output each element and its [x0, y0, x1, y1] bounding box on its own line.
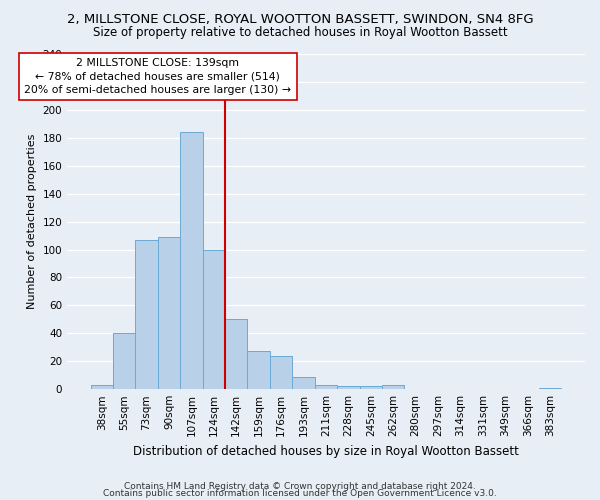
Bar [359, 386, 382, 389]
Y-axis label: Number of detached properties: Number of detached properties [27, 134, 37, 310]
Bar [315, 385, 337, 389]
Text: 2 MILLSTONE CLOSE: 139sqm
← 78% of detached houses are smaller (514)
20% of semi: 2 MILLSTONE CLOSE: 139sqm ← 78% of detac… [24, 58, 291, 94]
Bar [113, 334, 136, 389]
Bar [203, 250, 225, 389]
Bar [91, 385, 113, 389]
Bar [158, 237, 180, 389]
Bar [270, 356, 292, 389]
Text: 2, MILLSTONE CLOSE, ROYAL WOOTTON BASSETT, SWINDON, SN4 8FG: 2, MILLSTONE CLOSE, ROYAL WOOTTON BASSET… [67, 12, 533, 26]
Bar [180, 132, 203, 389]
Bar [136, 240, 158, 389]
Bar [539, 388, 562, 389]
Bar [292, 376, 315, 389]
Bar [382, 385, 404, 389]
Text: Contains HM Land Registry data © Crown copyright and database right 2024.: Contains HM Land Registry data © Crown c… [124, 482, 476, 491]
Bar [247, 352, 270, 389]
Text: Size of property relative to detached houses in Royal Wootton Bassett: Size of property relative to detached ho… [92, 26, 508, 39]
X-axis label: Distribution of detached houses by size in Royal Wootton Bassett: Distribution of detached houses by size … [133, 444, 519, 458]
Text: Contains public sector information licensed under the Open Government Licence v3: Contains public sector information licen… [103, 490, 497, 498]
Bar [225, 320, 247, 389]
Bar [337, 386, 359, 389]
